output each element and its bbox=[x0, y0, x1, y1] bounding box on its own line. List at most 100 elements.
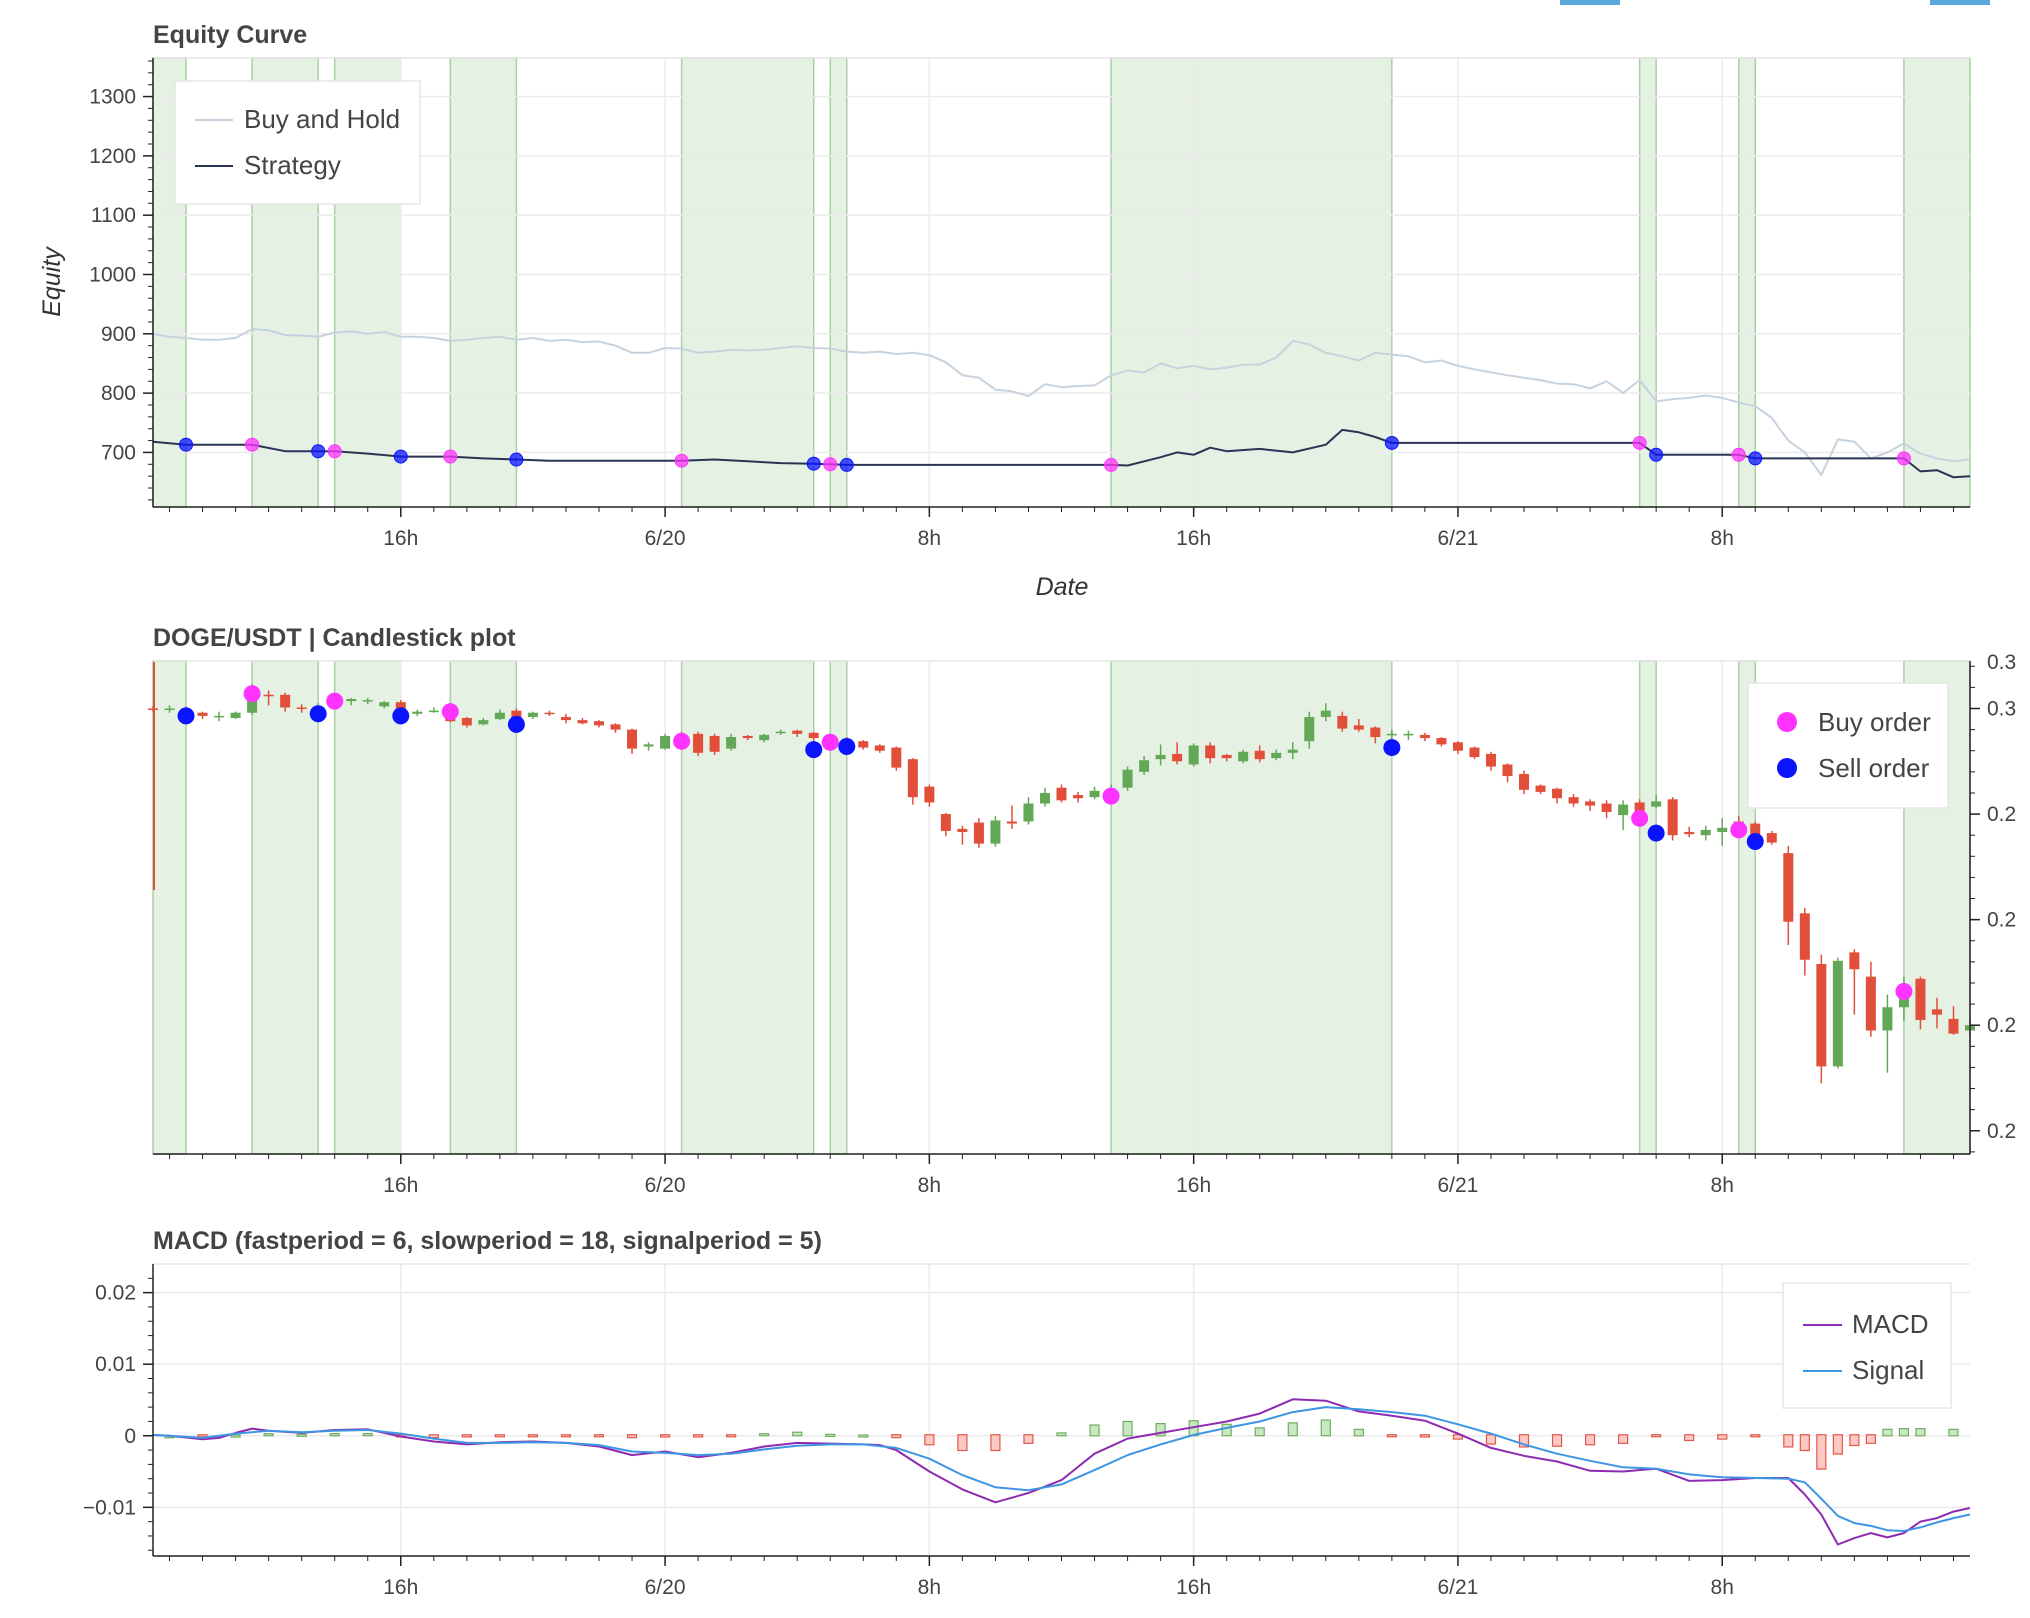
y-tick-label-1: 0.2 bbox=[1987, 1014, 2016, 1037]
equity-y-ticks: 700 800 900 1000 1100 1200 1300 bbox=[89, 60, 153, 501]
candle-body-0 bbox=[148, 708, 158, 711]
candle-body-27 bbox=[593, 721, 604, 726]
order-markers bbox=[177, 685, 1913, 1000]
candlesticks bbox=[148, 684, 1975, 1084]
macd-legend: MACD Signal bbox=[1782, 1282, 1952, 1409]
y-tick-label-4: 0.3 bbox=[1987, 698, 2016, 721]
macd-hist-bar-43 bbox=[1584, 1434, 1596, 1446]
sell-marker-10 bbox=[838, 738, 856, 756]
candle-body-73 bbox=[1353, 725, 1364, 730]
x-tick-label-5: 8h bbox=[1711, 1174, 1734, 1197]
candle-body-16 bbox=[412, 711, 423, 714]
macd-gridlines bbox=[153, 1264, 1970, 1556]
trade-band-7 bbox=[1638, 660, 1657, 1155]
candle-body-65 bbox=[1221, 754, 1232, 759]
toolbar-button-left[interactable] bbox=[1560, 0, 1620, 5]
sell-marker-8 bbox=[806, 456, 821, 471]
macd-hist-bar-6 bbox=[362, 1433, 373, 1437]
y-tick-label-3: 1000 bbox=[89, 263, 136, 286]
candle-body-24 bbox=[544, 712, 555, 715]
buy-marker-1 bbox=[243, 685, 261, 703]
buy-marker-11 bbox=[1104, 457, 1119, 472]
candle-body-30 bbox=[643, 744, 654, 747]
macd-hist-bar-56 bbox=[1898, 1428, 1910, 1437]
candle-body-77 bbox=[1419, 734, 1430, 739]
candle-body-13 bbox=[362, 700, 373, 702]
candle-body-56 bbox=[1073, 795, 1084, 799]
candlestick-gridlines bbox=[400, 661, 1723, 1154]
candle-body-75 bbox=[1386, 733, 1397, 736]
macd-hist-bar-55 bbox=[1882, 1428, 1893, 1437]
buy-marker-1 bbox=[245, 437, 260, 452]
macd-hist-bar-58 bbox=[1948, 1428, 1959, 1437]
macd-hist-bar-14 bbox=[626, 1434, 638, 1439]
candle-body-19 bbox=[461, 718, 472, 726]
candle-body-101 bbox=[1816, 963, 1827, 1067]
sell-marker-6 bbox=[507, 715, 525, 733]
candlestick-y-ticks: 0.2 0.2 0.2 0.2 0.3 0.3 bbox=[1970, 651, 2016, 1153]
buy-marker-9 bbox=[823, 457, 838, 472]
x-tick-label-0: 16h bbox=[383, 1576, 418, 1599]
macd-hist-bar-26 bbox=[1023, 1434, 1034, 1444]
macd-hist-bar-24 bbox=[957, 1434, 968, 1452]
x-tick-label-3: 16h bbox=[1176, 527, 1211, 550]
candle-body-3 bbox=[197, 712, 208, 716]
sell-marker-12 bbox=[1384, 435, 1399, 450]
y-tick-label-top: 0.3 bbox=[1987, 651, 2016, 674]
macd-hist-bar-1 bbox=[197, 1434, 208, 1438]
candle-body-107 bbox=[1915, 978, 1926, 1020]
macd-hist-bar-42 bbox=[1551, 1434, 1563, 1447]
candle-body-47 bbox=[924, 786, 935, 803]
sell-marker-10 bbox=[839, 457, 854, 472]
macd-hist-bar-18 bbox=[759, 1433, 770, 1437]
buy-marker-11 bbox=[1102, 787, 1120, 805]
candlestick-title: DOGE/USDT | Candlestick plot bbox=[153, 624, 516, 652]
macd-hist-bar-37 bbox=[1386, 1434, 1397, 1438]
candle-body-105 bbox=[1882, 1007, 1893, 1031]
candle-body-54 bbox=[1039, 792, 1050, 804]
candle-body-74 bbox=[1370, 727, 1381, 738]
candle-body-57 bbox=[1089, 790, 1100, 798]
x-tick-label-4: 6/21 bbox=[1437, 527, 1478, 550]
candle-body-102 bbox=[1832, 960, 1843, 1067]
x-tick-label-4: 6/21 bbox=[1437, 1576, 1478, 1599]
toolbar-button-right[interactable] bbox=[1930, 0, 1990, 5]
y-tick-label-2: 0.2 bbox=[1987, 909, 2016, 932]
candle-body-46 bbox=[907, 759, 918, 798]
equity-gridlines bbox=[153, 58, 1970, 507]
macd-x-ticks: 16h 6/20 8h 16h 6/21 8h bbox=[169, 1556, 1954, 1599]
sell-marker-2 bbox=[309, 705, 327, 723]
candle-body-20 bbox=[478, 720, 489, 725]
trade-band-3 bbox=[449, 57, 518, 508]
candle-body-86 bbox=[1568, 797, 1579, 804]
candle-body-89 bbox=[1618, 804, 1629, 816]
y-tick-label-1: 800 bbox=[101, 382, 136, 405]
y-tick-label-1: 0 bbox=[124, 1425, 136, 1448]
candle-body-62 bbox=[1172, 753, 1183, 762]
macd-hist-bar-38 bbox=[1419, 1434, 1431, 1438]
x-tick-label-1: 6/20 bbox=[645, 527, 686, 550]
buy-marker-17 bbox=[1895, 982, 1913, 1000]
candle-body-48 bbox=[940, 814, 951, 831]
macd-line bbox=[152, 1398, 1971, 1546]
candle-body-8 bbox=[280, 694, 291, 708]
macd-hist-bar-28 bbox=[1089, 1424, 1100, 1437]
sell-marker-14 bbox=[1647, 824, 1665, 842]
macd-histogram bbox=[164, 1419, 1959, 1470]
macd-hist-bar-22 bbox=[891, 1434, 902, 1439]
equity-y-label: Equity bbox=[38, 246, 66, 317]
trade-band-1 bbox=[251, 660, 319, 1155]
macd-hist-bar-57 bbox=[1915, 1428, 1926, 1437]
candle-body-6 bbox=[247, 693, 258, 713]
candle-body-45 bbox=[891, 747, 902, 768]
macd-title: MACD (fastperiod = 6, slowperiod = 18, s… bbox=[153, 1227, 822, 1255]
candle-body-21 bbox=[494, 712, 505, 720]
candle-body-50 bbox=[973, 822, 984, 844]
macd-legend-box bbox=[1782, 1282, 1952, 1409]
legend-label-sell-order: Sell order bbox=[1818, 753, 1930, 783]
macd-hist-bar-35 bbox=[1320, 1419, 1331, 1437]
candle-body-26 bbox=[577, 720, 588, 724]
macd-hist-bar-15 bbox=[659, 1434, 671, 1438]
x-tick-label-3: 16h bbox=[1176, 1174, 1211, 1197]
candle-body-38 bbox=[775, 731, 786, 734]
